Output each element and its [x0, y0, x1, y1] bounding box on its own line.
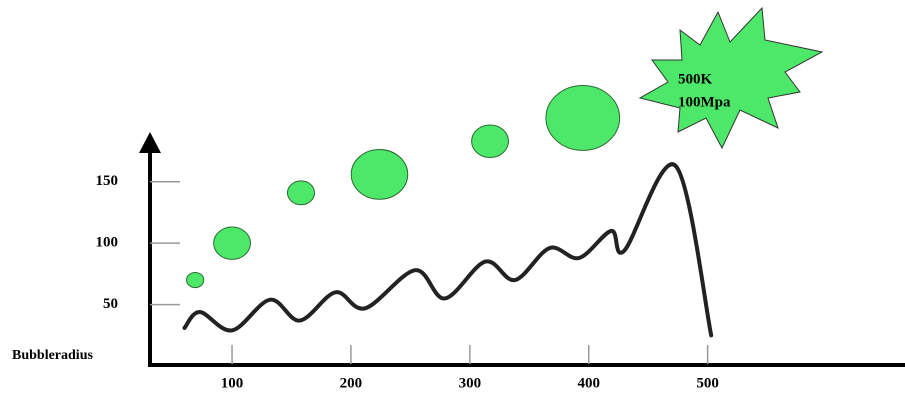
x-tick-label: 500	[696, 375, 719, 391]
annotation-line: 500K	[678, 71, 713, 87]
curve	[184, 164, 711, 335]
annotation-line: 100Mpa	[678, 94, 731, 110]
x-tick-label: 400	[577, 375, 600, 391]
bubble	[472, 125, 509, 157]
y-axis-label: Bubbleradius	[12, 348, 93, 363]
starburst	[640, 8, 822, 148]
bubble	[351, 150, 408, 200]
bubble	[187, 272, 204, 287]
y-tick-label: 150	[96, 173, 119, 189]
bubble	[546, 85, 620, 150]
x-tick-label: 300	[459, 375, 482, 391]
bubble	[287, 181, 314, 205]
bubble	[214, 227, 251, 259]
chart: 500K 100Mpa Bubbleradius 50 100 150 100 200 3…	[0, 0, 905, 401]
x-tick-label: 200	[340, 375, 363, 391]
y-tick-label: 100	[96, 235, 119, 251]
y-axis-arrow	[139, 132, 161, 153]
x-tick-label: 100	[221, 375, 244, 391]
y-tick-label: 50	[103, 296, 118, 312]
